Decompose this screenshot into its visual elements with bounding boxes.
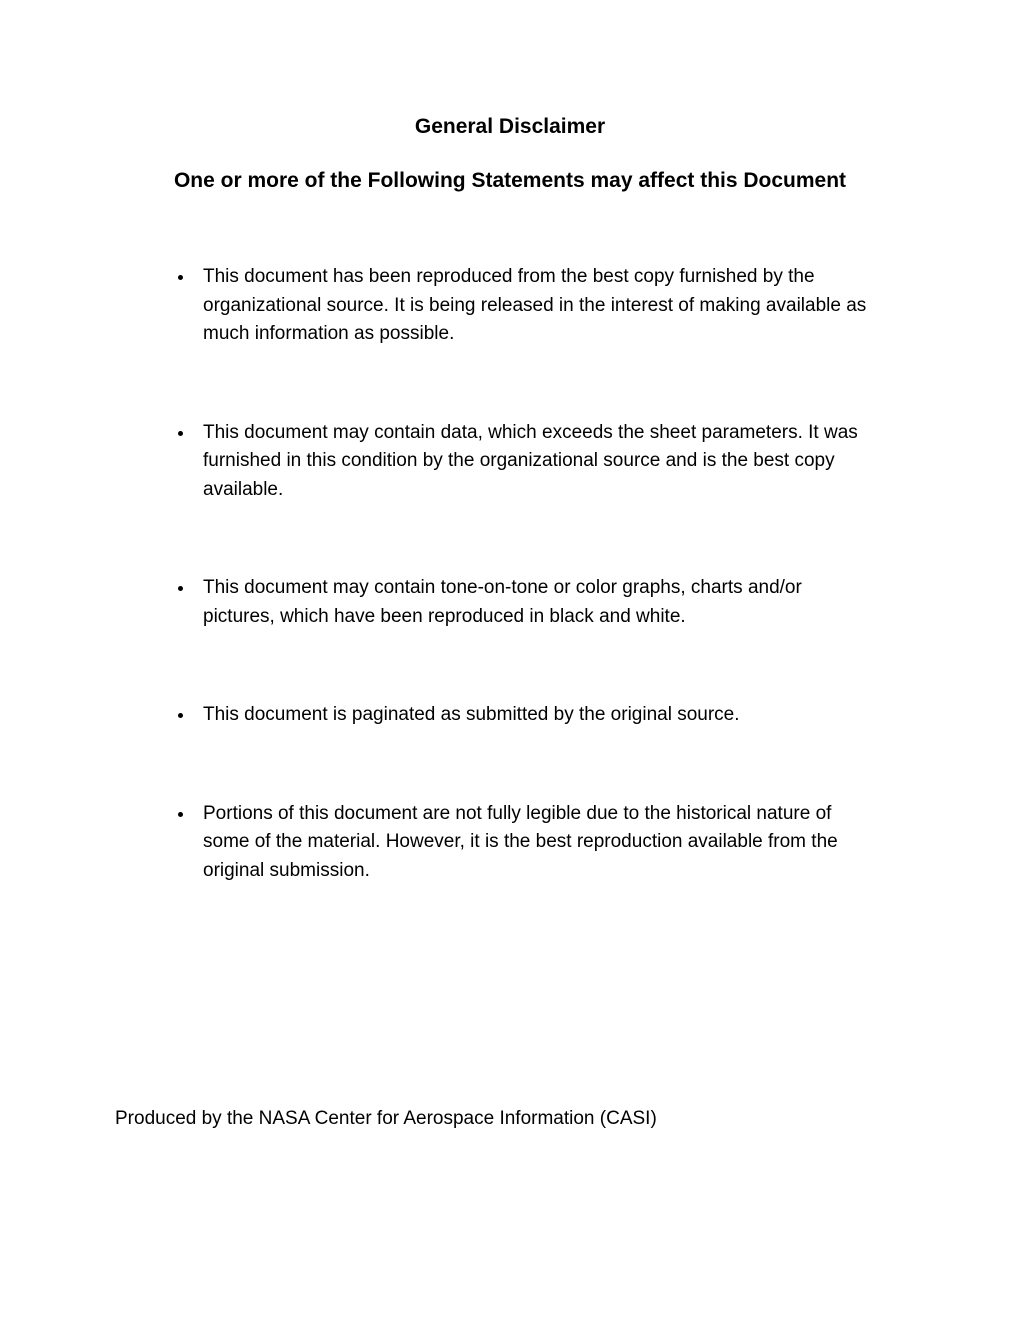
- list-item: This document may contain data, which ex…: [195, 419, 905, 505]
- document-title: General Disclaimer: [115, 115, 905, 139]
- document-footer: Produced by the NASA Center for Aerospac…: [115, 1108, 657, 1130]
- document-subtitle: One or more of the Following Statements …: [115, 169, 905, 193]
- list-item: Portions of this document are not fully …: [195, 800, 905, 886]
- list-item: This document may contain tone-on-tone o…: [195, 574, 905, 631]
- list-item: This document has been reproduced from t…: [195, 263, 905, 349]
- list-item: This document is paginated as submitted …: [195, 701, 905, 730]
- disclaimer-list: This document has been reproduced from t…: [115, 263, 905, 885]
